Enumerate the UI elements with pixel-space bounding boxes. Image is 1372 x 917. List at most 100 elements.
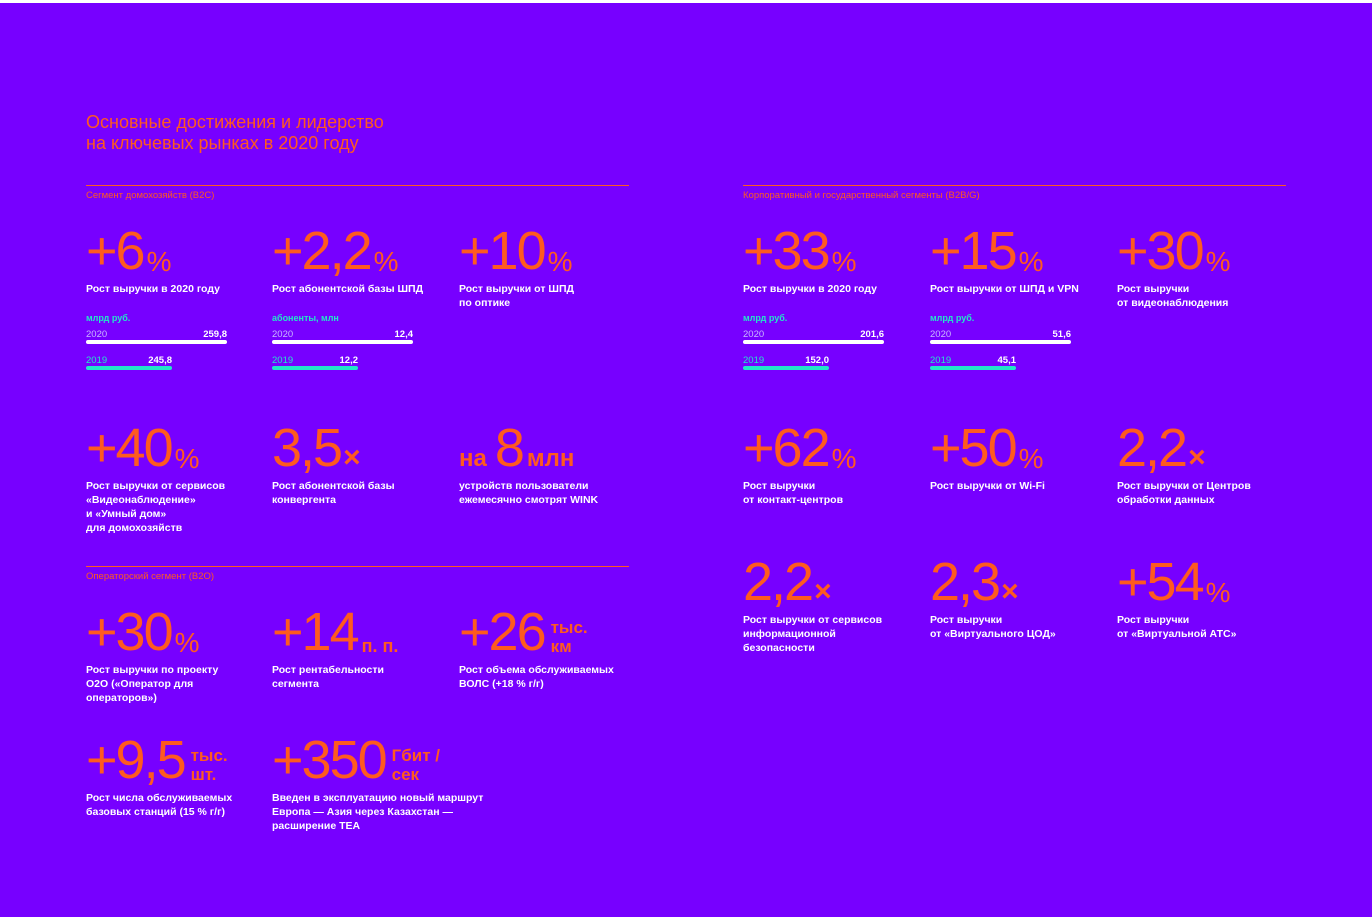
description-line: для домохозяйств [86,522,183,534]
description-line: от контакт-центров [743,494,844,506]
value-suffix: % [174,443,200,474]
metric-description: Рост выручки от видеонаблюдения [1117,282,1317,310]
b2o-profitability-growth: +14 п. п. Рост рентабельности сегмента [272,605,452,691]
description-line: Рост объема обслуживаемых [459,664,614,676]
value-suffix: % [146,246,172,277]
description-line: от видеонаблюдения [1117,297,1229,309]
bar-fill [272,366,358,370]
description-line: Рост выручки в 2020 году [743,283,877,295]
value-number: +62 [743,418,831,478]
metric-value: +30% [1117,224,1297,278]
value-number: +9,5 [86,730,187,790]
metric-description: Рост объема обслуживаемых ВОЛС (+18 % г/г… [459,663,659,691]
description-line: Рост выручки [1117,283,1190,295]
description-line: Рост выручки от Wi-Fi [930,480,1045,492]
value-suffix: × [343,441,361,474]
value-suffix: тыс. шт. [191,746,228,787]
bar-2019: 2019 245,8 [86,355,172,370]
value-suffix: % [1205,246,1231,277]
metric-value: +26 тыс. км [459,602,639,662]
bar-2020: 2020 51,6 [930,329,1072,344]
description-line: Рост выручки от ШПД и VPN [930,283,1079,295]
b2o-fiber-lines-growth: +26 тыс. км Рост объема обслуживаемых ВОЛС … [459,605,639,691]
suffix-line: тыс. [550,618,588,637]
description-line: Рост абонентской базы ШПД [272,283,424,295]
b2b-virtual-pbx-growth: +54% Рост выручки от «Виртуальной АТС» [1117,555,1297,641]
description-line: по оптике [459,297,511,309]
b2c-revenue-growth: +6% Рост выручки в 2020 году млрд руб. 2… [86,221,266,370]
b2b-revenue-growth: +33% Рост выручки в 2020 году млрд руб. … [743,221,923,370]
bar-2020: 2020 259,8 [86,329,227,344]
value-suffix: % [831,246,857,277]
value-number: +6 [86,221,146,281]
value-number: +33 [743,221,831,281]
description-line: базовых станций (15 % г/г) [86,806,225,818]
metric-description: Рост выручки в 2020 году [743,282,943,296]
b2b-contact-center-growth: +62% Рост выручки от контакт-центров [743,421,923,507]
bar-2019: 2019 152,0 [743,355,829,370]
value-number: +14 [272,602,360,662]
value-number: +2,2 [272,221,373,281]
b2c-section-label: Сегмент домохозяйств (В2С) [86,190,215,201]
value-number: +40 [86,418,174,478]
bar-fill [86,340,227,344]
bar-fill [930,340,1071,344]
description-line: Рост выручки [743,480,816,492]
b2b-divider [743,185,1286,186]
description-line: устройств пользователи [459,480,589,492]
value-number: 2,2 [743,552,814,612]
b2o-base-stations-growth: +9,5 тыс. шт. Рост числа обслуживаемых базо… [86,733,266,819]
value-prefix: на [459,445,487,472]
bar-year: 2020 [743,329,765,340]
metric-value: +40% [86,418,266,478]
metric-value: +33% [743,221,923,281]
description-line: информационной [743,628,836,640]
value-suffix: % [1205,577,1231,608]
metric-description: Рост выручки от контакт-центров [743,479,943,507]
description-line: операторов») [86,692,157,704]
metric-value: 2,2× [1117,421,1297,475]
description-line: обработки данных [1117,494,1215,506]
b2c-wink-devices: на 8 млн устройств пользователи ежемесячно … [459,421,639,507]
value-number: +26 [459,602,547,662]
description-line: Рост выручки по проекту [86,664,219,676]
b2c-convergent-growth: 3,5× Рост абонентской базы конвергента [272,421,452,507]
description-line: конвергента [272,494,336,506]
bar-fill [743,340,884,344]
metric-value: +30% [86,605,266,659]
bar-value: 51,6 [1052,329,1072,340]
description-line: Введен в эксплуатацию новый маршрут [272,792,484,804]
metric-value: +2,2% [272,221,452,281]
page-title: Основные достижения и лидерство на ключе… [86,112,506,154]
value-suffix: % [1018,246,1044,277]
b2o-section-label: Операторский сегмент (В2О) [86,571,215,582]
value-suffix: × [814,575,832,608]
metric-description: Рост выручки в 2020 году [86,282,286,296]
metric-description: Рост выручки от Wi-Fi [930,479,1130,493]
b2c-fiber-broadband-growth: +10% Рост выручки от ШПД по оптике [459,224,639,310]
bar-fill [86,366,172,370]
value-number: +50 [930,418,1018,478]
bar-value: 152,0 [805,355,829,366]
value-number: 8 [494,418,525,478]
description-line: Рост выручки от ШПД [459,283,574,295]
description-line: ВОЛС (+18 % г/г) [459,678,544,690]
bar-value: 45,1 [997,355,1017,366]
description-line: O2O («Оператор для [86,678,194,690]
value-number: +54 [1117,552,1205,612]
metric-value: +62% [743,418,923,478]
bar-unit-label: млрд руб. [930,313,975,323]
metric-description: Введен в эксплуатацию новый маршрут Европ… [272,791,512,833]
metric-value: +14 п. п. [272,602,452,662]
metric-value: 2,2× [743,552,923,612]
value-suffix: Гбит / сек [392,746,440,787]
description-line: Рост выручки [930,614,1003,626]
metric-description: Рост выручки от «Виртуальной АТС» [1117,613,1317,641]
suffix-line: тыс. [190,746,228,765]
bar-value: 12,2 [339,355,359,366]
metric-description: Рост выручки от ШПД и VPN [930,282,1130,296]
page-title-line-2: на ключевых рынках в 2020 году [86,133,359,153]
bar-value: 245,8 [148,355,172,366]
value-number: 3,5 [272,418,343,478]
description-line: «Видеонаблюдение» [86,494,196,506]
